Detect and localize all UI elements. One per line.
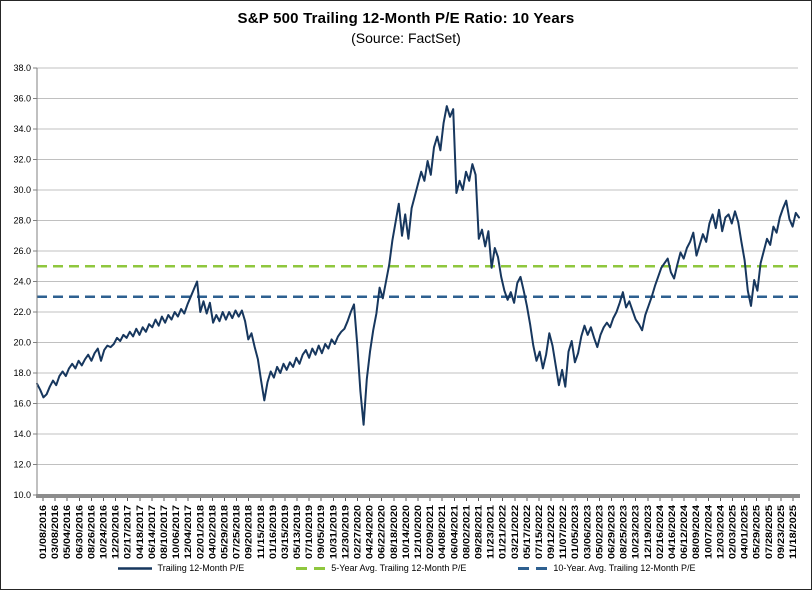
- legend: Trailing 12-Month P/E 5-Year Avg. Traili…: [1, 563, 811, 573]
- x-tick-label: 02/09/2021: [425, 505, 435, 559]
- legend-label: Trailing 12-Month P/E: [157, 563, 245, 573]
- x-tick-label: 11/07/2022: [558, 505, 568, 559]
- x-tick-label: 12/20/2016: [111, 505, 121, 559]
- y-tick-label: 12.0: [13, 460, 31, 470]
- y-tick-label: 14.0: [13, 429, 31, 439]
- y-tick-label: 28.0: [13, 216, 31, 226]
- x-tick-label: 08/02/2021: [461, 505, 471, 559]
- x-tick-label: 12/10/2020: [413, 505, 423, 559]
- x-tick-label: 11/23/2021: [486, 505, 496, 559]
- x-tick-label: 01/05/2023: [570, 505, 580, 559]
- x-tick-label: 07/25/2018: [232, 505, 242, 559]
- x-tick-label: 06/04/2021: [449, 505, 459, 559]
- dashed-line-swatch: [518, 566, 549, 570]
- x-tick-label: 10/07/2024: [703, 505, 713, 559]
- y-tick-label: 24.0: [13, 277, 31, 287]
- x-tick-label: 03/21/2022: [510, 505, 520, 559]
- x-tick-label: 10/24/2016: [99, 505, 109, 559]
- x-tick-label: 06/30/2016: [74, 505, 84, 559]
- x-tick-label: 02/16/2024: [655, 505, 665, 559]
- x-tick-label: 01/21/2022: [498, 505, 508, 559]
- x-tick-label: 11/15/2018: [256, 505, 266, 559]
- x-tick-label: 02/01/2018: [195, 505, 205, 559]
- legend-item-5yr-avg: 5-Year Avg. Trailing 12-Month P/E: [296, 563, 466, 573]
- x-tick-label: 08/26/2016: [86, 505, 96, 559]
- x-tick-label: 06/29/2023: [607, 505, 617, 559]
- x-tick-label: 01/16/2019: [268, 505, 278, 559]
- y-tick-label: 10.0: [13, 490, 31, 500]
- x-tick-label: 01/08/2016: [38, 505, 48, 559]
- chart-subtitle: (Source: FactSet): [351, 30, 461, 46]
- y-tick-label: 36.0: [13, 94, 31, 104]
- x-tick-label: 04/08/2021: [437, 505, 447, 559]
- x-tick-label: 07/15/2022: [534, 505, 544, 559]
- x-tick-label: 03/08/2016: [50, 505, 60, 559]
- y-tick-label: 26.0: [13, 246, 31, 256]
- x-tick-label: 12/30/2019: [340, 505, 350, 559]
- legend-item-10yr-avg: 10-Year. Avg. Trailing 12-Month P/E: [518, 563, 695, 573]
- x-tick-label: 05/13/2019: [292, 505, 302, 559]
- y-tick-label: 30.0: [13, 185, 31, 195]
- x-tick-label: 10/06/2017: [171, 505, 181, 559]
- x-tick-label: 08/18/2020: [389, 505, 399, 559]
- x-tick-label: 03/15/2019: [280, 505, 290, 559]
- y-tick-label: 34.0: [13, 124, 31, 134]
- x-tick-label: 02/27/2020: [353, 505, 363, 559]
- x-tick-label: 10/23/2023: [631, 505, 641, 559]
- x-tick-label: 06/12/2024: [679, 505, 689, 559]
- x-tick-label: 07/28/2025: [764, 505, 774, 559]
- x-tick-label: 04/02/2018: [207, 505, 217, 559]
- y-tick-label: 38.0: [13, 63, 31, 73]
- x-tick-label: 09/23/2025: [776, 505, 786, 559]
- x-tick-label: 08/10/2017: [159, 505, 169, 559]
- x-tick-label: 09/28/2021: [473, 505, 483, 559]
- x-tick-label: 07/10/2019: [304, 505, 314, 559]
- x-tick-label: 05/02/2023: [594, 505, 604, 559]
- x-tick-label: 12/03/2024: [715, 505, 725, 559]
- x-tick-label: 09/20/2018: [244, 505, 254, 559]
- x-tick-label: 02/17/2017: [123, 505, 133, 559]
- y-tick-label: 32.0: [13, 155, 31, 165]
- x-tick-label: 05/04/2016: [62, 505, 72, 559]
- x-tick-label: 12/04/2017: [183, 505, 193, 559]
- series-line: [36, 105, 800, 426]
- legend-item-trailing-pe: Trailing 12-Month P/E: [117, 563, 245, 573]
- x-axis: [36, 494, 800, 498]
- chart-title: S&P 500 Trailing 12-Month P/E Ratio: 10 …: [237, 10, 575, 27]
- legend-label: 5-Year Avg. Trailing 12-Month P/E: [331, 563, 467, 573]
- x-tick-label: 05/17/2022: [522, 505, 532, 559]
- x-tick-label: 04/24/2020: [365, 505, 375, 559]
- x-tick-label: 10/14/2020: [401, 505, 411, 559]
- y-tick-label: 22.0: [13, 307, 31, 317]
- x-tick-label: 05/29/2018: [219, 505, 229, 559]
- x-tick-label: 04/18/2017: [135, 505, 145, 559]
- x-tick-label: 06/22/2020: [377, 505, 387, 559]
- x-tick-label: 09/12/2022: [546, 505, 556, 559]
- x-tick-label: 06/14/2017: [147, 505, 157, 559]
- x-tick-label: 04/16/2024: [667, 505, 677, 559]
- x-tick-label: 09/05/2019: [316, 505, 326, 559]
- x-tick-label: 08/09/2024: [691, 505, 701, 559]
- x-tick-label: 02/03/2025: [727, 505, 737, 559]
- solid-line-swatch: [117, 566, 152, 570]
- x-tick-label: 10/31/2019: [328, 505, 338, 559]
- legend-label: 10-Year. Avg. Trailing 12-Month P/E: [553, 563, 696, 573]
- x-tick-label: 08/25/2023: [619, 505, 629, 559]
- y-tick-label: 20.0: [13, 338, 31, 348]
- x-tick-label: 03/06/2023: [582, 505, 592, 559]
- dashed-line-swatch: [296, 566, 327, 570]
- x-tick-label: 04/01/2025: [740, 505, 750, 559]
- y-tick-label: 18.0: [13, 368, 31, 378]
- y-tick-label: 16.0: [13, 399, 31, 409]
- x-tick-label: 12/19/2023: [643, 505, 653, 559]
- x-tick-label: 05/29/2025: [752, 505, 762, 559]
- x-tick-label: 11/18/2025: [788, 505, 798, 559]
